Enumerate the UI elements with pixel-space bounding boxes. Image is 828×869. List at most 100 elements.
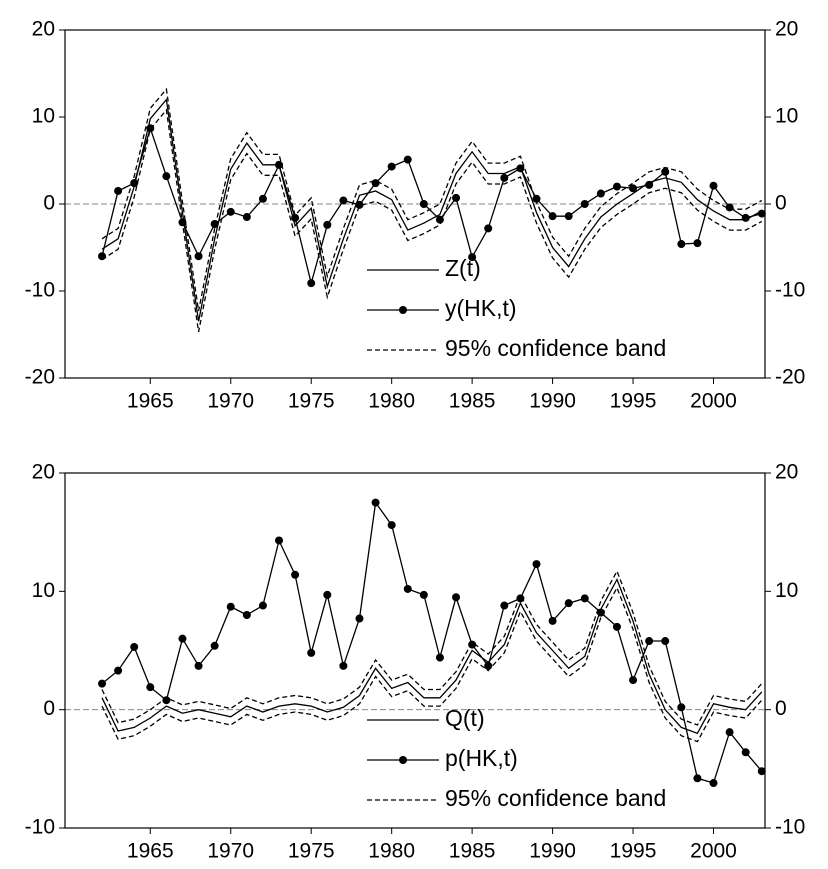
data-point	[548, 212, 557, 221]
series-line	[101, 87, 763, 312]
y2-tick-label: 10	[775, 105, 798, 128]
data-point	[596, 189, 605, 198]
legend-marker	[399, 306, 407, 314]
y-tick-label: -20	[25, 366, 55, 389]
data-point	[403, 155, 412, 164]
data-point	[226, 207, 235, 216]
data-point	[275, 536, 284, 545]
data-point	[629, 184, 638, 193]
data-point	[162, 696, 171, 705]
x-tick-label: 1990	[529, 390, 576, 413]
data-point	[661, 637, 670, 646]
data-point	[242, 213, 251, 222]
legend-label: Z(t)	[445, 255, 481, 281]
x-tick-label: 1985	[449, 390, 496, 413]
data-point	[564, 599, 573, 608]
data-point	[500, 601, 509, 610]
legend-label: 95% confidence band	[445, 785, 666, 811]
data-point	[629, 676, 638, 685]
data-point	[645, 637, 654, 646]
series-line	[101, 108, 763, 333]
x-tick-label: 1995	[610, 840, 657, 863]
data-point	[564, 212, 573, 221]
y2-tick-label: 0	[775, 192, 787, 215]
data-point	[516, 164, 525, 173]
data-point	[741, 213, 750, 222]
x-tick-label: 1970	[207, 840, 254, 863]
data-point	[757, 209, 766, 218]
y-tick-label: 10	[32, 579, 55, 602]
x-tick-label: 1985	[449, 840, 496, 863]
x-tick-label: 1995	[610, 390, 657, 413]
y2-tick-label: -20	[775, 366, 805, 389]
data-point	[580, 200, 589, 208]
data-point	[371, 498, 380, 507]
data-point	[194, 252, 203, 261]
data-point	[387, 521, 396, 530]
data-point	[387, 162, 396, 171]
plot-frame	[64, 472, 766, 829]
x-tick-label: 1965	[127, 840, 174, 863]
data-point	[355, 200, 364, 209]
data-point	[258, 601, 267, 610]
legend-label: Q(t)	[445, 705, 485, 731]
y2-tick-label: 20	[775, 18, 798, 41]
data-point	[98, 679, 107, 688]
data-point	[693, 774, 702, 783]
legend-marker	[399, 756, 407, 764]
data-point	[275, 160, 284, 169]
data-point	[146, 683, 155, 692]
y2-tick-label: 10	[775, 579, 798, 602]
data-point	[645, 180, 654, 189]
data-point	[178, 634, 187, 643]
data-point	[210, 220, 219, 229]
series-line	[101, 586, 763, 743]
plot-frame	[64, 29, 766, 379]
data-point	[677, 703, 686, 712]
data-point	[291, 213, 300, 222]
y2-tick-label: -10	[775, 279, 805, 302]
x-tick-label: 1975	[288, 840, 335, 863]
x-tick-label: 1965	[127, 390, 174, 413]
data-point	[403, 584, 412, 593]
x-tick-label: 1990	[529, 840, 576, 863]
y-tick-label: 20	[32, 18, 55, 41]
data-point	[194, 661, 203, 670]
data-point	[114, 666, 123, 675]
y-tick-label: 10	[32, 105, 55, 128]
legend-label: y(HK,t)	[445, 295, 517, 321]
x-tick-label: 1970	[207, 390, 254, 413]
x-tick-label: 2000	[690, 840, 737, 863]
data-point	[323, 220, 332, 229]
data-point	[435, 215, 444, 224]
data-point	[419, 590, 428, 599]
data-point	[258, 194, 267, 203]
data-point	[339, 661, 348, 670]
data-point	[355, 614, 364, 623]
data-point	[500, 173, 509, 182]
data-point	[757, 767, 766, 776]
data-point	[162, 172, 171, 181]
data-point	[323, 590, 332, 599]
data-point	[725, 728, 734, 737]
data-point	[210, 641, 219, 650]
data-point	[661, 167, 670, 176]
series-line	[101, 98, 763, 322]
series-line	[101, 126, 762, 286]
data-point	[677, 240, 686, 249]
data-point	[242, 611, 251, 619]
data-point	[709, 779, 718, 788]
data-point	[516, 594, 525, 603]
data-point	[114, 186, 123, 195]
x-tick-label: 1980	[368, 390, 415, 413]
x-tick-label: 2000	[690, 390, 737, 413]
y-tick-label: 20	[32, 461, 55, 484]
data-point	[484, 224, 493, 233]
data-point	[612, 622, 621, 631]
data-point	[291, 570, 300, 579]
data-point	[532, 194, 541, 203]
data-point	[419, 200, 428, 208]
data-point	[435, 653, 444, 662]
data-point	[371, 179, 380, 188]
